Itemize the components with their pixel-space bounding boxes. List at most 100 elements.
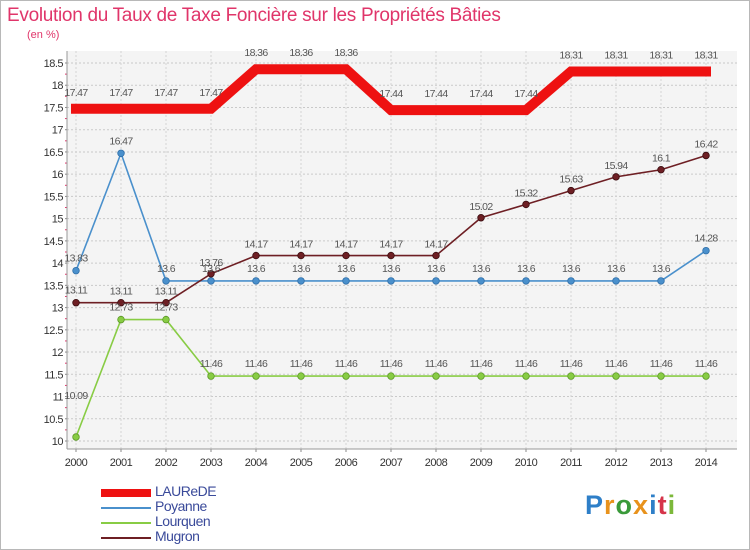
- legend-item-lourquen: Lourquen: [101, 513, 301, 531]
- data-point-mugron: [162, 298, 170, 307]
- data-label-mugron: 16.1: [652, 153, 671, 165]
- data-label-mugron: 16.42: [694, 138, 718, 150]
- data-labels-layer: 17.47 17.47 17.47 17.47 18.36 18.36 18.36 17.44…: [64, 47, 719, 402]
- data-point-lourquen: [207, 372, 215, 380]
- data-point-lourquen: [477, 372, 485, 380]
- legend-swatch: [101, 537, 151, 539]
- proxiti-logo: Proxiti: [585, 490, 677, 520]
- legend-swatch: [101, 522, 151, 524]
- data-label-lourquen: 11.46: [425, 358, 448, 370]
- data-label-laurede: 17.47: [64, 87, 88, 99]
- data-point-mugron: [72, 298, 80, 307]
- data-label-poyanne: 13.6: [292, 263, 311, 275]
- data-label-laurede: 17.44: [424, 88, 448, 100]
- data-label-mugron: 14.17: [244, 239, 268, 251]
- y-tick-label: 14: [52, 258, 64, 270]
- y-tick-label: 12.5: [44, 325, 64, 337]
- data-point-poyanne: [522, 277, 530, 285]
- data-point-mugron: [252, 251, 260, 260]
- data-point-lourquen: [72, 433, 80, 441]
- data-point-poyanne: [477, 277, 485, 285]
- data-label-lourquen: 11.46: [605, 358, 628, 370]
- data-point-poyanne: [297, 277, 305, 285]
- chart-title: Evolution du Taux de Taxe Foncière sur l…: [7, 5, 501, 26]
- data-label-lourquen: 11.46: [245, 358, 268, 370]
- x-tick-label: 2007: [380, 457, 403, 469]
- legend-label: LAUReDE: [155, 483, 217, 499]
- data-point-lourquen: [252, 372, 260, 380]
- data-point-lourquen: [432, 372, 440, 380]
- data-label-laurede: 17.44: [514, 88, 538, 100]
- data-label-mugron: 14.17: [334, 239, 358, 251]
- data-label-poyanne: 13.6: [382, 263, 401, 275]
- legend-item-laurede: LAUReDE: [101, 483, 301, 501]
- data-label-poyanne: 13.6: [517, 263, 536, 275]
- x-tick-label: 2004: [245, 457, 268, 469]
- data-point-poyanne: [612, 277, 620, 285]
- legend-label: Poyanne: [155, 498, 207, 514]
- x-tick-label: 2010: [515, 457, 538, 469]
- y-tick-label: 11.5: [44, 369, 63, 381]
- y-tick-label: 17.5: [44, 102, 64, 114]
- data-label-poyanne: 13.6: [202, 263, 221, 275]
- x-tick-label: 2006: [335, 457, 358, 469]
- data-label-poyanne: 13.6: [607, 263, 626, 275]
- data-label-mugron: 13.11: [155, 286, 178, 298]
- data-label-mugron: 13.76: [199, 257, 223, 269]
- data-label-lourquen: 11.46: [695, 358, 718, 370]
- y-tick-label: 15: [52, 214, 64, 226]
- data-label-laurede: 17.47: [109, 87, 133, 99]
- data-point-mugron: [297, 251, 305, 260]
- data-label-laurede: 18.36: [334, 47, 358, 59]
- y-tick-label: 16: [52, 169, 64, 181]
- data-point-lourquen: [567, 372, 575, 380]
- y-tick-label: 10.5: [44, 414, 64, 426]
- data-label-poyanne: 13.6: [157, 263, 176, 275]
- data-label-mugron: 13.11: [65, 285, 88, 297]
- data-label-poyanne: 13.6: [247, 263, 266, 275]
- x-tick-label: 2013: [650, 457, 673, 469]
- series-layer: [71, 64, 711, 441]
- x-tick-label: 2000: [65, 457, 88, 469]
- plot-background: [67, 51, 737, 449]
- x-tick-label: 2014: [695, 457, 718, 469]
- data-point-mugron: [567, 186, 575, 195]
- y-tick-label: 14.5: [44, 236, 64, 248]
- y-tick-label: 10: [52, 436, 64, 448]
- data-label-poyanne: 13.6: [427, 263, 446, 275]
- data-point-mugron: [207, 270, 215, 278]
- data-point-mugron: [702, 151, 710, 160]
- data-label-mugron: 15.63: [559, 174, 583, 186]
- y-tick-label: 11: [53, 392, 64, 404]
- data-point-lourquen: [117, 315, 125, 324]
- data-label-poyanne: 16.47: [109, 135, 133, 147]
- y-tick-label: 18.5: [44, 58, 64, 70]
- data-label-lourquen: 11.46: [290, 358, 313, 370]
- legend-label: Mugron: [155, 528, 200, 544]
- data-point-mugron: [432, 251, 440, 260]
- data-point-lourquen: [297, 372, 305, 380]
- y-tick-label: 13: [52, 303, 64, 315]
- data-point-poyanne: [207, 277, 215, 285]
- data-label-poyanne: 13.6: [472, 263, 491, 275]
- data-label-laurede: 17.44: [379, 88, 403, 100]
- data-label-poyanne: 13.6: [337, 263, 356, 275]
- data-point-poyanne: [567, 277, 575, 285]
- data-label-lourquen: 11.46: [380, 358, 403, 370]
- data-label-laurede: 18.31: [559, 49, 583, 61]
- data-label-lourquen: 12.73: [154, 302, 178, 314]
- data-point-lourquen: [387, 372, 395, 380]
- data-point-poyanne: [657, 277, 665, 285]
- data-label-mugron: 15.02: [469, 201, 493, 213]
- legend-swatch: [101, 489, 151, 497]
- data-point-poyanne: [432, 277, 440, 285]
- data-point-poyanne: [342, 277, 350, 285]
- x-tick-label: 2008: [425, 457, 448, 469]
- data-label-lourquen: 11.46: [650, 358, 673, 370]
- y-tick-label: 13.5: [44, 280, 64, 292]
- data-label-mugron: 13.11: [110, 286, 133, 298]
- data-label-mugron: 14.17: [379, 239, 403, 251]
- data-label-lourquen: 11.46: [560, 358, 583, 370]
- data-label-mugron: 15.32: [514, 187, 538, 199]
